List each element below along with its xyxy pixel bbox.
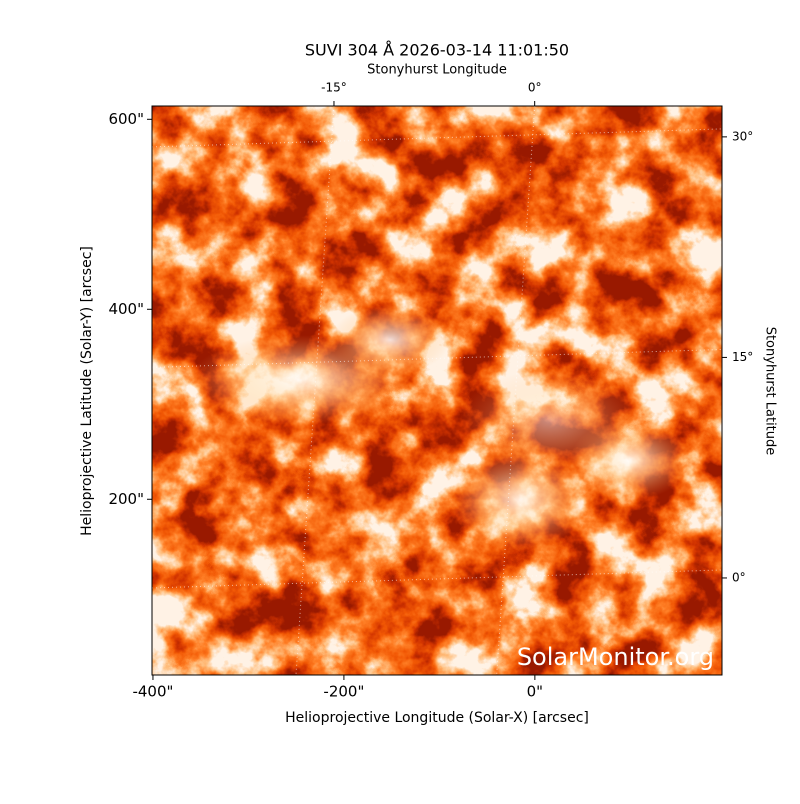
y-tick-label: 600" (108, 110, 144, 128)
x2-axis-label: Stonyhurst Longitude (367, 63, 507, 78)
y2-tick-label: 0° (732, 570, 746, 584)
y2-axis-label: Stonyhurst Latitude (763, 327, 778, 456)
y-tick-label: 200" (108, 490, 144, 508)
x2-tick-label: 0° (528, 81, 542, 95)
solar-image (152, 106, 722, 675)
x-tick-label: -400" (132, 683, 173, 701)
y2-tick-label: 30° (732, 129, 753, 143)
bright-region (450, 450, 590, 550)
x2-tick-label: -15° (321, 81, 347, 95)
y-tick-label: 400" (108, 300, 144, 318)
chart-title: SUVI 304 Å 2026-03-14 11:01:50 (305, 41, 569, 60)
watermark: SolarMonitor.org (517, 643, 714, 671)
x-tick-label: -200" (323, 683, 364, 701)
plot-frame (151, 105, 723, 676)
x-axis-label: Helioprojective Longitude (Solar-X) [arc… (285, 710, 589, 726)
x-tick-label: 0" (527, 683, 543, 701)
y2-tick-label: 15° (732, 350, 753, 364)
bright-region (460, 370, 640, 470)
y-axis-label: Helioprojective Latitude (Solar-Y) [arcs… (79, 246, 95, 536)
bright-region (330, 305, 450, 375)
